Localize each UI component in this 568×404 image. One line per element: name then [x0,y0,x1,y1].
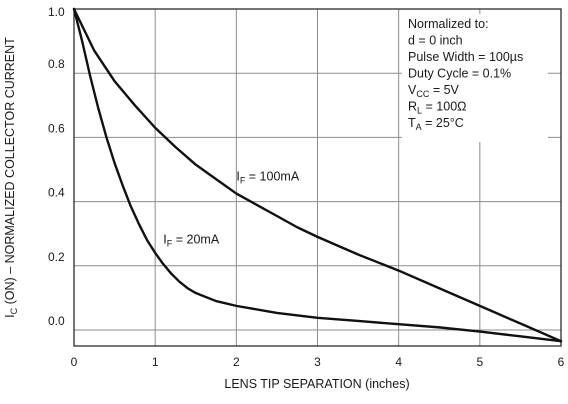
subscript: CC [416,89,429,99]
text-part: (ON) – NORMALIZED COLLECTOR CURRENT [3,37,17,308]
y-tick-labels: 0.0 0.2 0.4 0.6 0.8 1.0 [48,5,65,328]
text-part: I [236,170,239,184]
annotation-line: TA = 25°C [408,116,464,132]
text-part: = 5V [429,83,459,97]
y-tick-label: 0.0 [48,314,65,328]
annotation-line: VCC = 5V [408,83,460,99]
subscript: C [9,307,19,314]
x-tick-label: 1 [152,355,159,369]
annotation-line: RL = 100Ω [408,100,467,116]
text-part: = 20mA [172,232,220,246]
text-part: = 100mA [245,170,300,184]
series-label-1: IF = 100mA [236,170,299,186]
subscript: L [417,106,422,116]
x-axis-title: LENS TIP SEPARATION (inches) [224,377,409,391]
annotation-line: Duty Cycle = 0.1% [408,67,511,81]
subscript: F [167,238,173,248]
text-part: I [163,232,166,246]
text-part: Pulse Width = 100µs [408,50,523,64]
y-tick-label: 0.4 [48,186,65,200]
x-tick-labels: 0 1 2 3 4 5 6 [71,355,565,369]
text-part: Normalized to: [408,17,489,31]
y-tick-label: 0.8 [48,57,65,71]
text-part: V [408,83,417,97]
annotation-line: Pulse Width = 100µs [408,50,523,64]
x-tick-label: 5 [476,355,483,369]
text-part: = 100Ω [422,100,466,114]
text-part: Duty Cycle = 0.1% [408,67,511,81]
x-tick-label: 4 [395,355,402,369]
text-part: I [3,314,17,317]
annotation-background [402,14,548,142]
y-tick-label: 0.6 [48,121,65,135]
text-part: = 25°C [422,116,464,130]
y-tick-label: 0.2 [48,250,65,264]
series-label-0: IF = 20mA [163,232,220,248]
annotation-line: d = 0 inch [408,34,463,48]
x-tick-label: 3 [314,355,321,369]
text-part: d = 0 inch [408,34,463,48]
series-line-1 [72,7,563,343]
series-line-0 [72,7,563,343]
annotation-line: Normalized to: [408,17,489,31]
x-tick-label: 2 [233,355,240,369]
plot-frame [73,8,562,347]
subscript: A [416,122,422,132]
subscript: F [240,176,246,186]
text-part: R [408,100,417,114]
x-tick-label: 6 [558,355,565,369]
text-part: T [408,116,416,130]
x-tick-label: 0 [71,355,78,369]
conditions-annotation: Normalized to: d = 0 inch Pulse Width = 10… [402,14,548,142]
y-axis-title: IC (ON) – NORMALIZED COLLECTOR CURRENT [3,37,19,318]
y-tick-label: 1.0 [48,5,65,19]
series-group [72,7,563,343]
